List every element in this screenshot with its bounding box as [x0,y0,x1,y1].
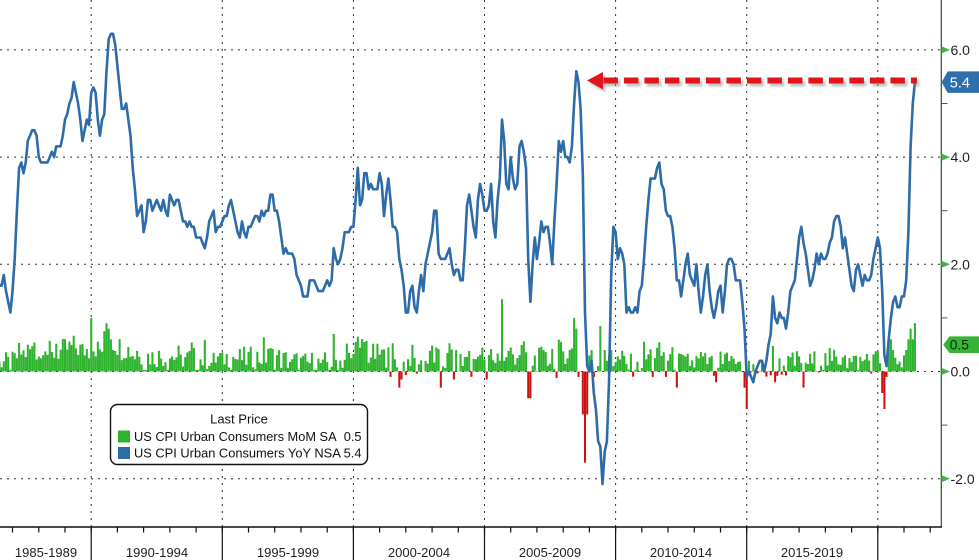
svg-text:2000-2004: 2000-2004 [388,545,450,560]
svg-text:4.0: 4.0 [951,149,971,165]
svg-text:2005-2009: 2005-2009 [519,545,581,560]
svg-text:-2.0: -2.0 [951,471,975,487]
svg-text:0.0: 0.0 [951,364,971,380]
svg-text:1995-1999: 1995-1999 [257,545,319,560]
svg-text:0.5: 0.5 [950,338,970,353]
svg-text:1990-1994: 1990-1994 [126,545,188,560]
svg-text:1985-1989: 1985-1989 [15,545,77,560]
svg-text:2015-2019: 2015-2019 [781,545,843,560]
svg-text:US CPI Urban Consumers YoY NSA: US CPI Urban Consumers YoY NSA 5.4 [134,446,362,461]
svg-text:Last Price: Last Price [210,412,268,427]
svg-text:5.4: 5.4 [950,75,970,91]
svg-text:US CPI Urban Consumers MoM SA: US CPI Urban Consumers MoM SA 0.5 [134,429,362,444]
svg-text:6.0: 6.0 [951,42,971,58]
svg-text:2.0: 2.0 [951,256,971,272]
svg-text:2010-2014: 2010-2014 [650,545,712,560]
